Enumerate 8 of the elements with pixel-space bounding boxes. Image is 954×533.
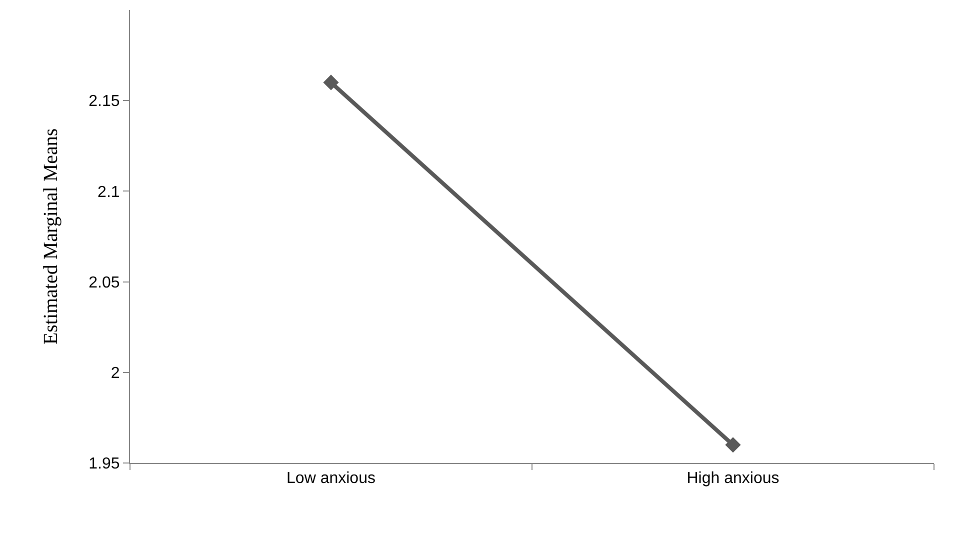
y-axis-title: Estimated Marginal Means [40, 128, 62, 345]
y-tick-label: 2.15 [88, 93, 120, 110]
x-tick-label: Low anxious [286, 470, 376, 488]
y-tick-label: 2.05 [88, 274, 120, 292]
y-tick-label: 2 [110, 365, 120, 382]
y-tick-label: 2.1 [98, 184, 120, 201]
y-tick-label: 1.95 [88, 456, 120, 473]
x-tick-label: High anxious [686, 470, 780, 488]
